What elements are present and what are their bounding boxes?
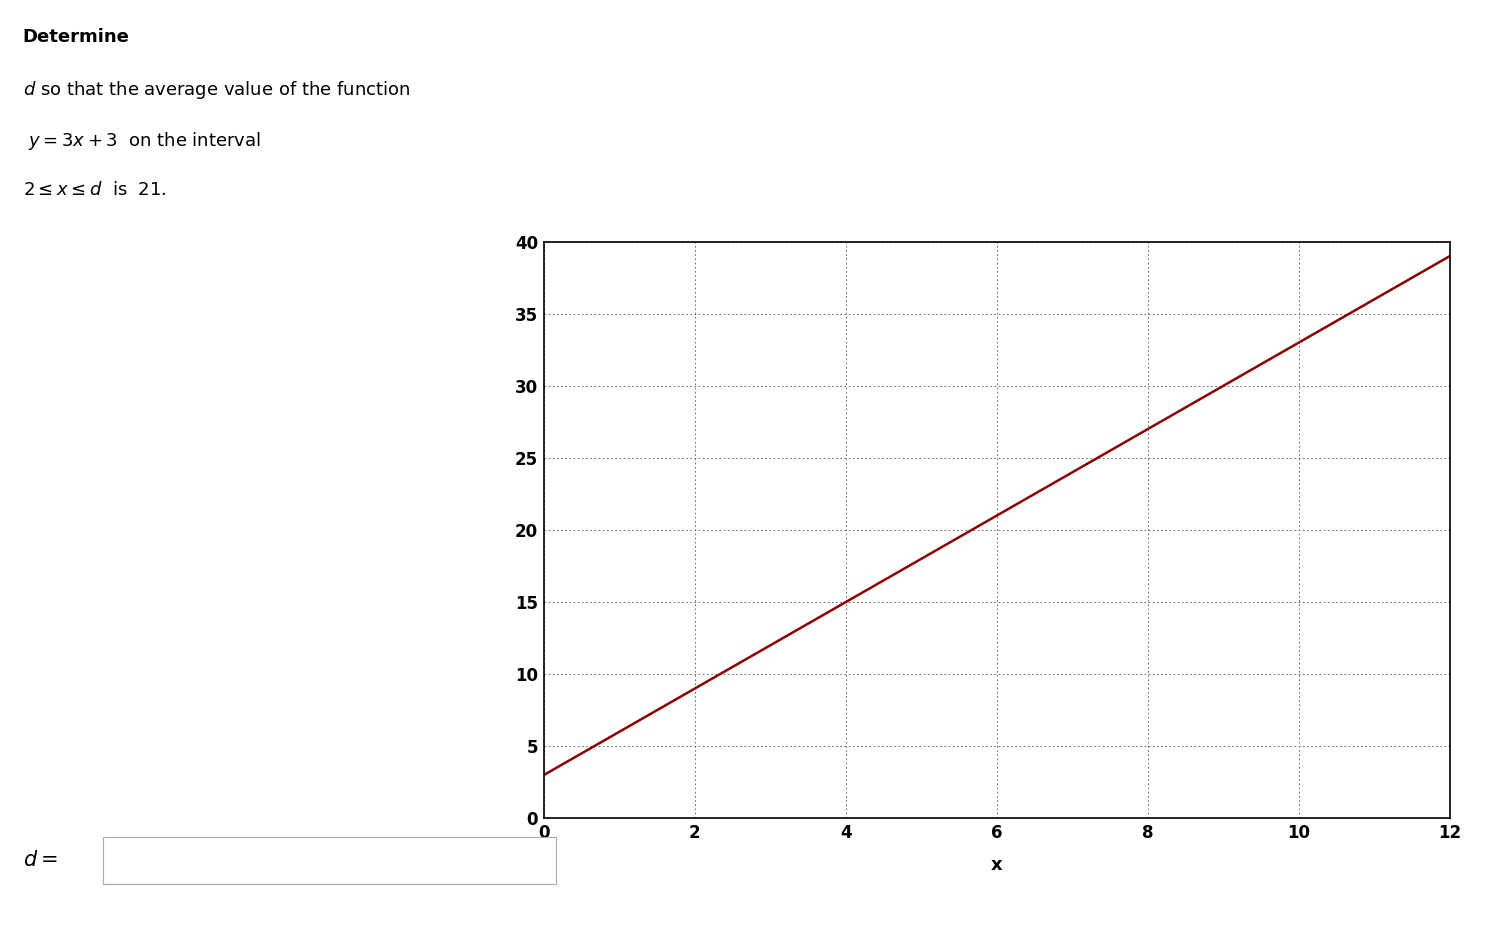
Text: $d$ so that the average value of the function: $d$ so that the average value of the fun… — [23, 79, 411, 101]
Text: Determine: Determine — [23, 28, 130, 46]
X-axis label: x: x — [991, 856, 1003, 874]
Text: $2 \leq x \leq d$  is  21.: $2 \leq x \leq d$ is 21. — [23, 181, 166, 199]
Text: $y = 3x + 3$  on the interval: $y = 3x + 3$ on the interval — [23, 130, 261, 153]
Text: $d =$: $d =$ — [23, 850, 57, 870]
